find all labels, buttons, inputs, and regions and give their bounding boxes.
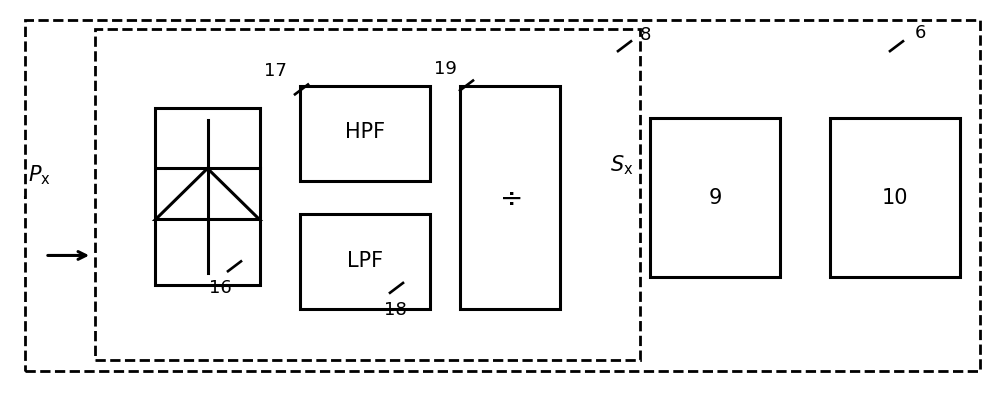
Text: 9: 9 [708,188,722,208]
Text: 6: 6 [914,24,926,42]
Text: 17: 17 [264,62,286,80]
FancyBboxPatch shape [25,20,980,371]
FancyBboxPatch shape [155,108,260,285]
Text: 8: 8 [639,26,651,44]
FancyBboxPatch shape [95,29,640,360]
Text: 18: 18 [384,301,406,320]
Text: 10: 10 [882,188,908,208]
Text: $\div$: $\div$ [499,184,521,212]
Text: HPF: HPF [345,123,385,142]
FancyBboxPatch shape [300,214,430,309]
Text: 16: 16 [209,279,231,297]
FancyBboxPatch shape [830,118,960,277]
Text: $S_{\mathrm{x}}$: $S_{\mathrm{x}}$ [610,153,633,177]
Text: $P_{\mathrm{x}}$: $P_{\mathrm{x}}$ [28,163,51,187]
FancyBboxPatch shape [300,86,430,181]
Text: LPF: LPF [347,251,383,270]
FancyBboxPatch shape [650,118,780,277]
Text: 19: 19 [434,60,456,78]
FancyBboxPatch shape [460,86,560,309]
